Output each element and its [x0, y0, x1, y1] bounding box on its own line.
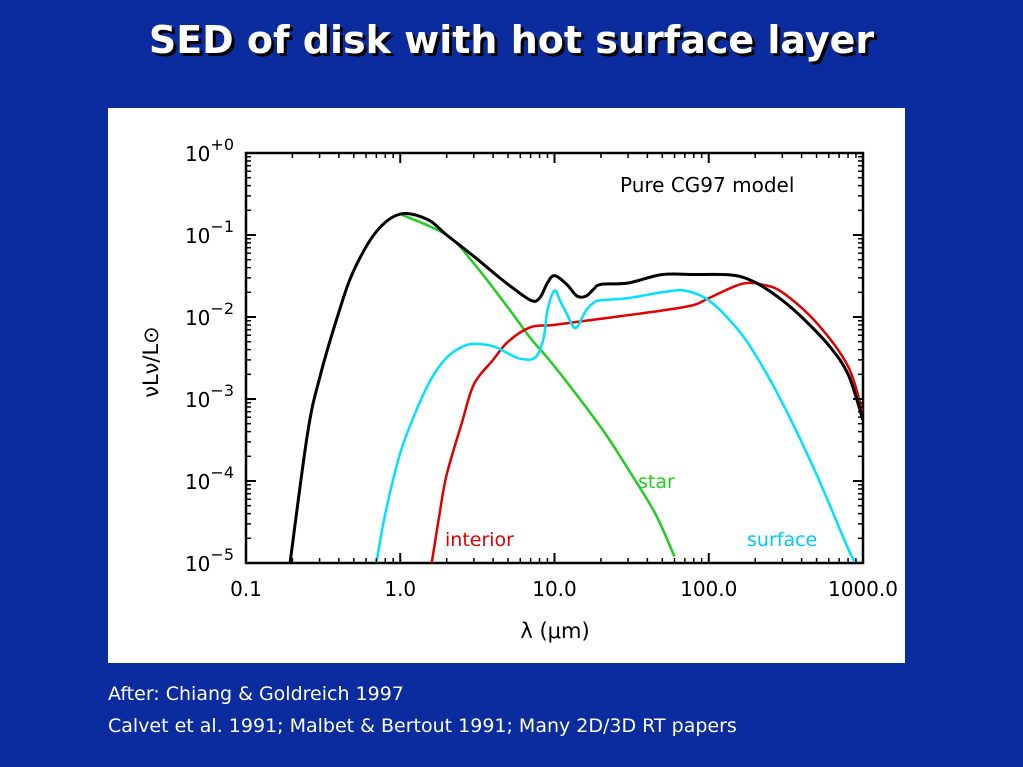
y-tick-base: 10 [185, 552, 210, 576]
y-tick-label: 10+0 [185, 135, 234, 166]
interior-label: interior [445, 529, 514, 551]
y-tick-exponent: −4 [210, 463, 234, 482]
surface-curve [375, 288, 857, 563]
y-tick-exponent: +0 [210, 135, 234, 154]
y-tick-label: 10−2 [185, 299, 234, 330]
sed-chart: 0.1 1.0 10.0 100.0 1000.010−510−410−310−210−… [139, 135, 898, 643]
total-curve [288, 212, 863, 563]
star-label: star [638, 471, 675, 493]
surface-label: surface [747, 529, 817, 551]
y-tick-label: 10−1 [185, 217, 234, 248]
y-tick-exponent: −5 [210, 545, 234, 564]
y-tick-exponent: −1 [210, 217, 234, 236]
x-axis-label: λ (μm) [520, 619, 589, 643]
x-tick-label: 1000.0 [828, 577, 898, 601]
ticks-group: 0.1 1.0 10.0 100.0 1000.010−510−410−310−210−… [185, 135, 898, 601]
axis-frame-group [244, 151, 865, 565]
plot-frame [244, 151, 865, 565]
y-tick-label: 10−3 [185, 381, 234, 412]
curves-group [288, 212, 863, 563]
y-tick-base: 10 [185, 306, 210, 330]
y-tick-label: 10−5 [185, 545, 234, 576]
chart-annotation: Pure CG97 model [620, 173, 794, 197]
y-tick-base: 10 [185, 388, 210, 412]
slide-title: SED of disk with hot surface layer [148, 18, 875, 62]
x-tick-label: 10.0 [532, 577, 577, 601]
interior-curve [430, 281, 863, 563]
y-tick-base: 10 [185, 224, 210, 248]
y-tick-exponent: −2 [210, 299, 234, 318]
y-axis-label: νLν/L⊙ [139, 326, 163, 398]
y-tick-exponent: −3 [210, 381, 234, 400]
x-tick-label: 0.1 [230, 577, 262, 601]
sed-plot-panel: 0.1 1.0 10.0 100.0 1000.0 10−5 10−4 10−3 10−2 10−… [108, 108, 905, 663]
y-tick-base: 10 [185, 470, 210, 494]
caption-line-2: Calvet et al. 1991; Malbet & Bertout 199… [108, 715, 737, 737]
x-tick-label: 100.0 [680, 577, 737, 601]
y-tick-label: 10−4 [185, 463, 234, 494]
x-tick-label: 1.0 [384, 577, 416, 601]
y-tick-base: 10 [185, 142, 210, 166]
caption-line-1: After: Chiang & Goldreich 1997 [108, 683, 404, 705]
